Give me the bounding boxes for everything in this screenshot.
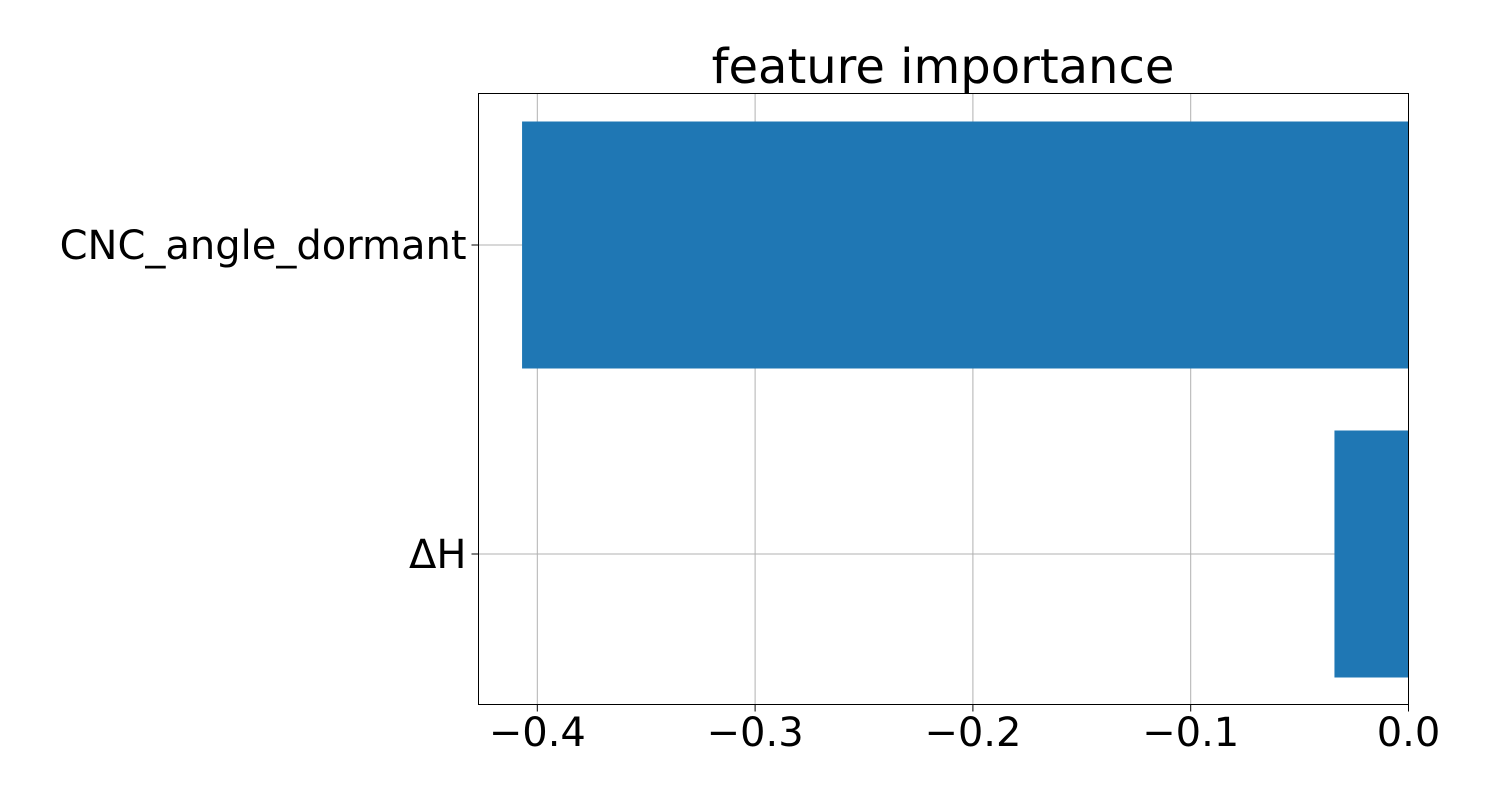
x-tick-label: 0.0 bbox=[1377, 710, 1441, 756]
bar-1 bbox=[1334, 430, 1409, 678]
x-tick-label: −0.2 bbox=[924, 710, 1021, 756]
tick-layer: −0.4 −0.3 −0.2 −0.1 0.0 CNC_angle_dormant ΔH bbox=[60, 223, 1441, 756]
bar-layer bbox=[522, 121, 1409, 678]
x-tick-label: −0.3 bbox=[707, 710, 804, 756]
x-tick-label: −0.4 bbox=[489, 710, 586, 756]
plot-frame bbox=[478, 93, 1409, 705]
x-tick-label: −0.1 bbox=[1142, 710, 1239, 756]
chart-title: feature importance bbox=[712, 39, 1175, 95]
bar-0 bbox=[522, 121, 1409, 369]
y-tick-label: ΔH bbox=[409, 532, 466, 578]
y-tick-label: CNC_angle_dormant bbox=[60, 223, 467, 269]
